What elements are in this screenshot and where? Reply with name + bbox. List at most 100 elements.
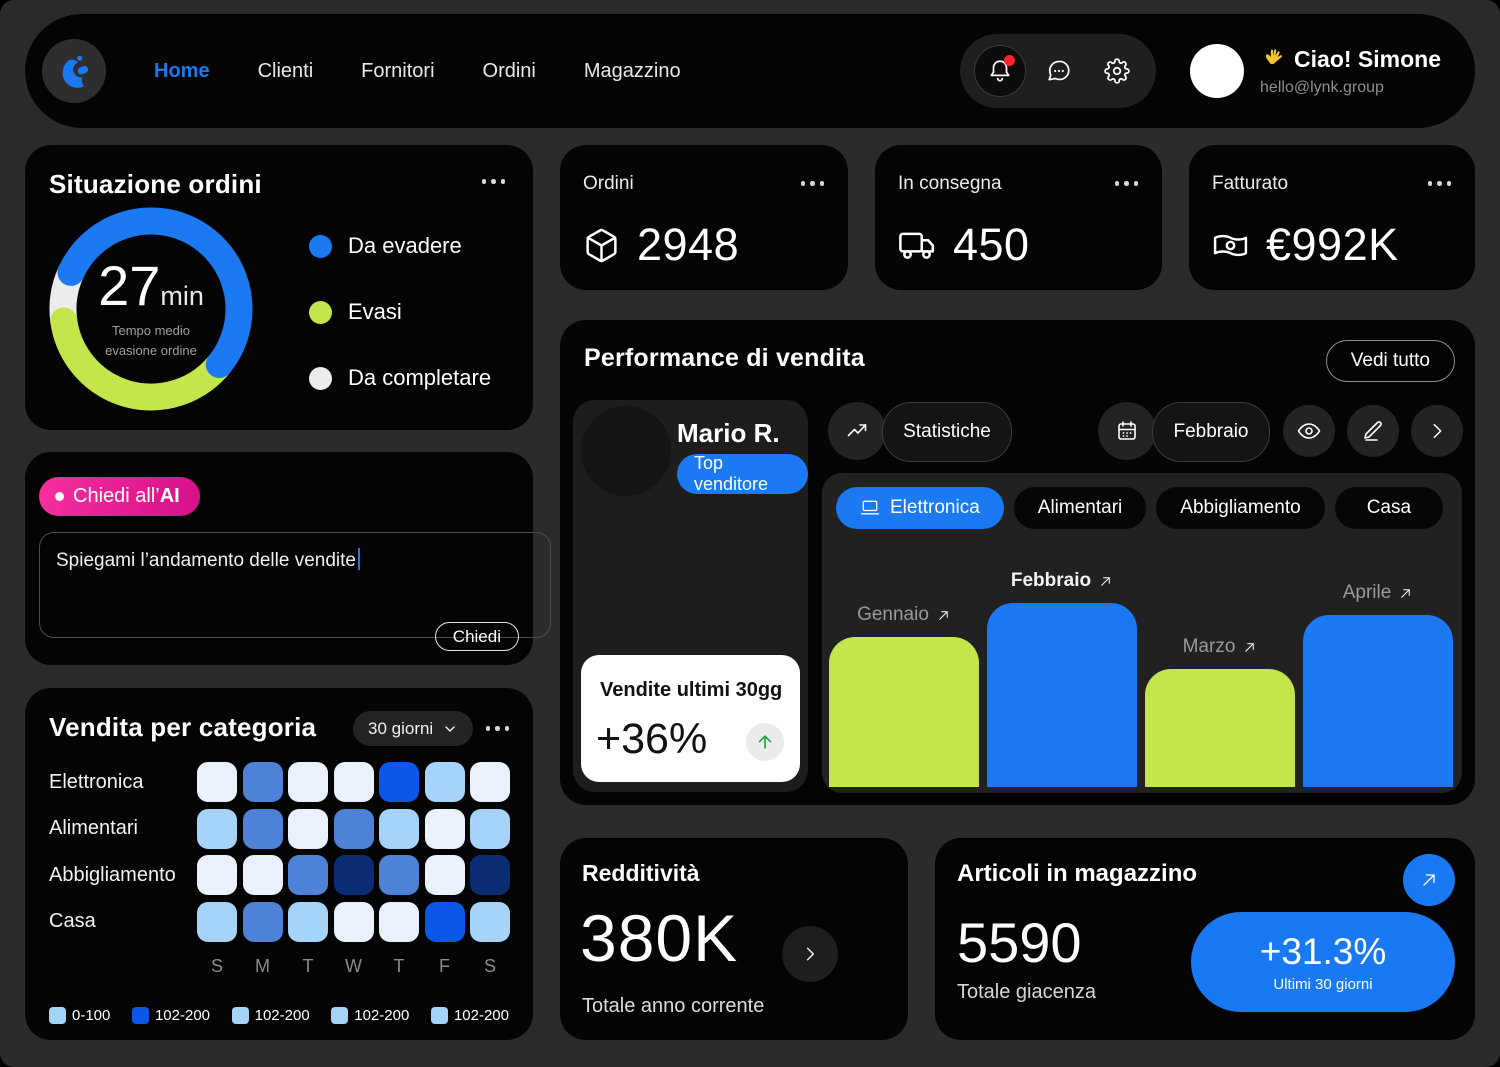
heatmap-cell[interactable] [333, 762, 374, 802]
heatmap-cell[interactable] [379, 901, 419, 942]
month-selector[interactable]: Febbraio [1152, 402, 1270, 462]
heatmap-cell[interactable] [379, 855, 419, 895]
stat-label: Ordini [583, 173, 634, 194]
growth-indicator [746, 723, 784, 761]
ask-ai-card: Chiedi all’AI Spiegami l’andamento delle… [25, 452, 551, 665]
heatmap-cell[interactable] [242, 808, 283, 849]
category-sales-title: Vendita per categoria [49, 712, 317, 742]
heatmap-cell[interactable] [197, 808, 237, 849]
header-icon-cluster [960, 34, 1157, 108]
heatmap-cell[interactable] [333, 808, 374, 849]
heatmap-cell[interactable] [470, 762, 510, 802]
heatmap-cells [197, 808, 510, 849]
statistics-tab[interactable]: Statistiche [882, 402, 1012, 462]
profitability-title: Redditività [582, 860, 700, 886]
heatmap-row: Abbigliamento [49, 855, 510, 895]
row-label-casa: Casa [49, 910, 96, 932]
category-pill-elettronica[interactable]: Elettronica [836, 487, 1004, 529]
heatmap-cell[interactable] [242, 762, 283, 802]
heatmap-cell[interactable] [197, 855, 237, 895]
profitability-detail-button[interactable] [782, 926, 838, 982]
order-donut [49, 207, 253, 411]
seller-avatar[interactable] [581, 406, 671, 496]
heatmap-cell[interactable] [288, 808, 328, 849]
top-seller-panel: Mario R. Top venditore Vendite ultimi 30… [573, 400, 808, 792]
heatmap-cell[interactable] [242, 855, 283, 895]
bar-febbraio[interactable] [987, 603, 1137, 787]
heatmap-cell[interactable] [197, 901, 237, 942]
nav-item-home[interactable]: Home [154, 59, 210, 82]
greeting-text: Ciao! Simone [1294, 45, 1441, 72]
stat-menu-button[interactable] [1114, 181, 1138, 186]
stat-menu-button[interactable] [1427, 181, 1451, 186]
heatmap-cell[interactable] [470, 855, 510, 895]
ai-submit-button[interactable]: Chiedi [434, 622, 519, 651]
nav-item-clienti[interactable]: Clienti [257, 59, 314, 82]
messages-button[interactable] [1034, 46, 1084, 96]
calendar-button[interactable] [1098, 402, 1156, 460]
heatmap-cell[interactable] [242, 901, 283, 942]
ask-ai-badge[interactable]: Chiedi all’AI [39, 477, 200, 516]
gear-icon [1104, 58, 1130, 84]
heatmap-cell[interactable] [470, 901, 510, 942]
user-avatar[interactable] [1190, 44, 1245, 98]
stat-menu-button[interactable] [800, 181, 824, 186]
seller-stat-value: +36% [596, 715, 708, 763]
heatmap-cell[interactable] [424, 901, 465, 942]
heatmap-cell[interactable] [288, 855, 328, 895]
nav-item-magazzino[interactable]: Magazzino [583, 59, 681, 82]
visibility-button[interactable] [1283, 405, 1335, 457]
heatmap-cell[interactable] [470, 808, 510, 849]
bar-group-aprile: Aprile [1303, 582, 1453, 787]
heatmap-cell[interactable] [424, 762, 465, 802]
heatmap-cell[interactable] [379, 808, 419, 849]
legend-item: Da completare [309, 365, 491, 391]
heatmap-cell[interactable] [424, 808, 465, 849]
bar-marzo[interactable] [1145, 669, 1295, 787]
heatmap-cell[interactable] [333, 855, 374, 895]
heatmap-legend-item: 102-200 [331, 1007, 409, 1024]
inventory-caption: Totale giacenza [957, 981, 1096, 1003]
heatmap-row: Elettronica [49, 762, 510, 802]
bar-gennaio[interactable] [829, 637, 979, 787]
inventory-open-button[interactable] [1403, 854, 1455, 906]
heatmap: Elettronica Alimentari Abbigliamento Cas… [49, 762, 510, 948]
chevron-right-icon [1433, 423, 1442, 439]
next-button[interactable] [1411, 405, 1463, 457]
app-logo[interactable] [42, 39, 106, 103]
notifications-button[interactable] [974, 45, 1027, 97]
nav-item-fornitori[interactable]: Fornitori [361, 59, 435, 82]
legend-item: Da evadere [309, 233, 491, 259]
category-pill-abbigliamento[interactable]: Abbigliamento [1156, 487, 1325, 529]
order-status-menu-button[interactable] [481, 179, 505, 184]
category-pill-casa[interactable]: Casa [1334, 487, 1444, 529]
heatmap-cell[interactable] [288, 762, 328, 802]
category-sales-menu-button[interactable] [485, 726, 509, 731]
settings-button[interactable] [1092, 46, 1142, 96]
bar-aprile[interactable] [1303, 615, 1453, 787]
statistics-icon-button[interactable] [828, 402, 886, 460]
wave-emoji-icon [1265, 49, 1283, 65]
period-dropdown[interactable]: 30 giorni [353, 711, 474, 746]
row-label-alimentari: Alimentari [49, 817, 138, 839]
package-icon [586, 228, 617, 262]
ai-prompt-input[interactable]: Spiegami l’andamento delle vendite [39, 532, 551, 638]
sales-performance-card: Performance di vendita Vedi tutto Mario … [560, 320, 1475, 805]
heatmap-legend-item: 102-200 [231, 1007, 310, 1024]
view-all-button[interactable]: Vedi tutto [1325, 340, 1455, 382]
row-label-elettronica: Elettronica [49, 770, 144, 793]
heatmap-legend-item: 102-200 [131, 1007, 210, 1024]
edit-button[interactable] [1347, 405, 1399, 457]
heatmap-cell[interactable] [333, 901, 374, 942]
category-pill-alimentari[interactable]: Alimentari [1013, 487, 1147, 529]
arrow-up-right-icon [1101, 576, 1110, 586]
heatmap-cell[interactable] [288, 901, 328, 942]
nav-item-ordini[interactable]: Ordini [482, 59, 536, 82]
chat-icon [1048, 60, 1070, 81]
heatmap-cell[interactable] [424, 855, 465, 895]
heatmap-cell[interactable] [197, 762, 237, 802]
performance-title: Performance di vendita [584, 344, 865, 372]
heatmap-cell[interactable] [379, 762, 419, 802]
legend-dot-evasi [309, 300, 332, 324]
